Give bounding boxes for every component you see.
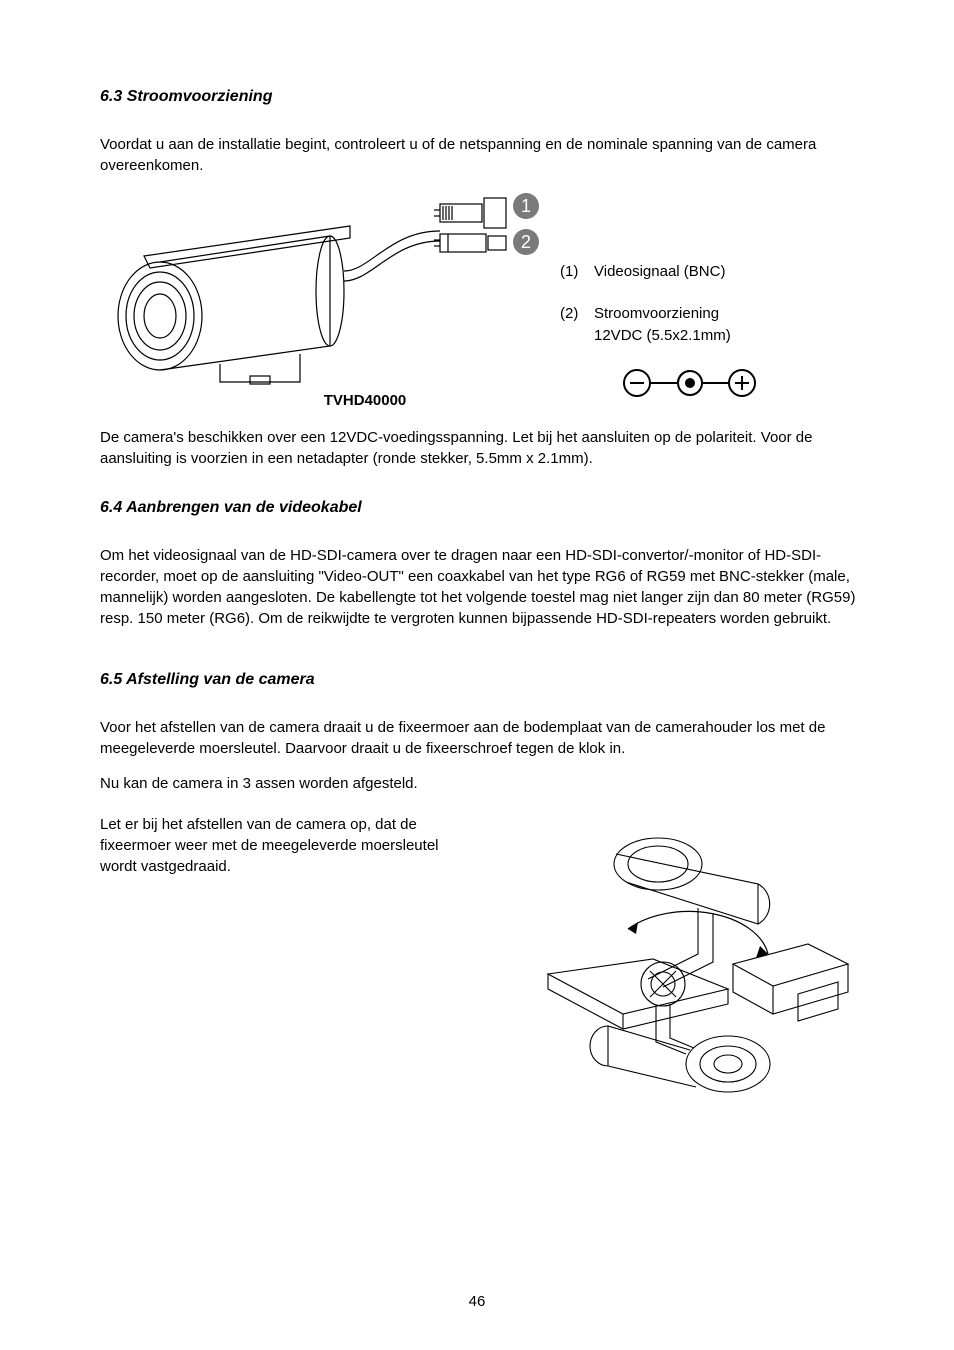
section-6-5-heading: 6.5 Afstelling van de camera: [100, 671, 858, 689]
legend-text-2b: 12VDC (5.5x2.1mm): [594, 325, 731, 347]
section-6-3-intro: Voordat u aan de installatie begint, con…: [100, 134, 858, 176]
section-6-3-heading: 6.3 Stroomvoorziening: [100, 88, 858, 106]
legend-text-1: Videosignaal (BNC): [594, 261, 725, 283]
badge-2: 2: [513, 229, 539, 255]
section-6-5-p1: Voor het afstellen van de camera draait …: [100, 717, 858, 759]
legend-num-2: (2): [560, 303, 594, 347]
section-6-5-two-col: Let er bij het afstellen van de camera o…: [100, 814, 858, 1114]
svg-text:1: 1: [521, 196, 531, 216]
polarity-icon: [620, 366, 760, 400]
adjustment-svg: [498, 814, 858, 1114]
section-6-5-p3: Let er bij het afstellen van de camera o…: [100, 814, 498, 877]
legend-item-2: (2) Stroomvoorziening 12VDC (5.5x2.1mm): [560, 303, 858, 347]
figure-6-3-camera: 1 2 TVHD40000: [100, 186, 540, 409]
adjustment-figure: [498, 814, 858, 1114]
legend-num-1: (1): [560, 261, 594, 283]
figure-6-3-row: 1 2 TVHD40000 (1) Videosignaal (BNC) (2)…: [100, 186, 858, 409]
model-caption: TVHD40000: [100, 392, 540, 409]
figure-6-3-legend: (1) Videosignaal (BNC) (2) Stroomvoorzie…: [560, 186, 858, 400]
section-6-4-heading: 6.4 Aanbrengen van de videokabel: [100, 499, 858, 517]
camera-diagram-svg: 1 2: [100, 186, 540, 386]
page-number: 46: [0, 1293, 954, 1310]
section-6-3-note: De camera's beschikken over een 12VDC-vo…: [100, 427, 858, 469]
section-6-5-p2: Nu kan de camera in 3 assen worden afges…: [100, 773, 858, 794]
section-6-4-body: Om het videosignaal van de HD-SDI-camera…: [100, 545, 858, 629]
badge-1: 1: [513, 193, 539, 219]
legend-item-1: (1) Videosignaal (BNC): [560, 261, 858, 283]
svg-text:2: 2: [521, 232, 531, 252]
legend-text-2a: Stroomvoorziening: [594, 303, 731, 325]
